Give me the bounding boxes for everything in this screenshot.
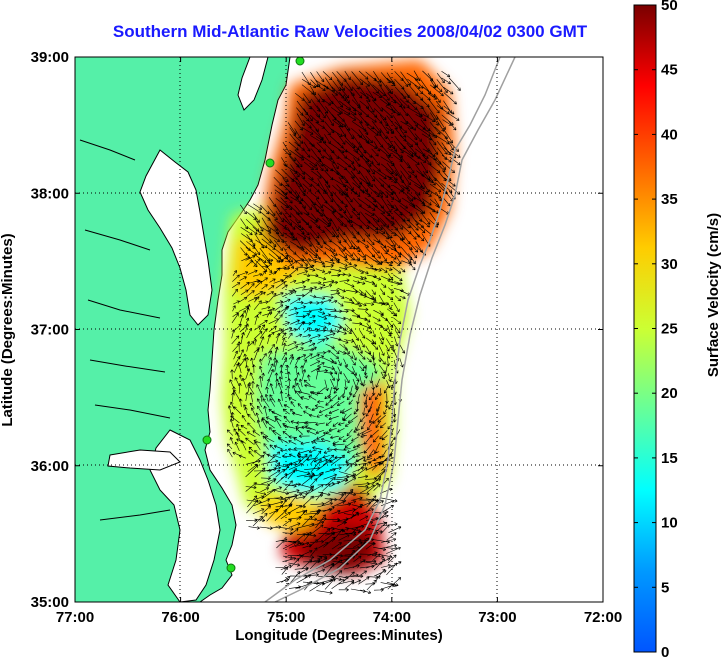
colorbar-tick-label: 5 <box>661 579 669 596</box>
colorbar-tick-label: 25 <box>661 321 678 338</box>
colorbar-tick-label: 40 <box>661 126 678 143</box>
x-axis-label: Longitude (Degrees:Minutes) <box>235 627 443 644</box>
grid-lines <box>75 57 603 602</box>
colorbar-tick-label: 50 <box>661 0 678 14</box>
colorbar-label: Surface Velocity (cm/s) <box>705 213 722 377</box>
x-tick-label: 77:00 <box>56 609 94 626</box>
pamlico-sound <box>149 429 221 602</box>
colorbar-tick-label: 10 <box>661 515 678 532</box>
colorbar-ticks: 0 5 10 15 20 25 30 35 40 45 50 <box>634 0 678 659</box>
x-tick-label: 73:00 <box>478 609 516 626</box>
delaware-bay <box>237 57 269 111</box>
radar-station-marker <box>295 57 305 66</box>
colorbar-tick-label: 45 <box>661 62 678 79</box>
colorbar-tick-label: 30 <box>661 256 678 273</box>
map-title: Southern Mid-Atlantic Raw Velocities 200… <box>112 22 588 41</box>
radar-station-marker <box>265 158 275 168</box>
y-tick-label: 39:00 <box>31 49 69 66</box>
velocity-arrow-set <box>226 70 461 595</box>
y-tick-label: 35:00 <box>31 594 69 611</box>
albemarle-sound <box>107 449 181 471</box>
y-tick-label: 38:00 <box>31 185 69 202</box>
colorbar-tick-label: 15 <box>661 450 678 467</box>
bathymetry-contour <box>274 57 516 602</box>
y-tick-label: 36:00 <box>31 458 69 475</box>
velocity-vectors <box>226 70 461 595</box>
x-tick-label: 76:00 <box>161 609 199 626</box>
radar-station-marker <box>202 435 212 445</box>
x-tick-label: 74:00 <box>373 609 411 626</box>
bathymetry-contour <box>264 57 501 602</box>
river-inlets <box>79 139 171 521</box>
y-axis-ticks: 39:00 38:00 37:00 36:00 35:00 <box>31 49 603 611</box>
x-axis-ticks: 77:00 76:00 75:00 74:00 73:00 72:00 <box>56 57 622 626</box>
radar-station-marker <box>226 563 236 573</box>
colorbar-tick-label: 0 <box>661 644 669 659</box>
colorbar-tick-label: 20 <box>661 385 678 402</box>
colorbar-tick-label: 35 <box>661 191 678 208</box>
x-tick-label: 72:00 <box>584 609 622 626</box>
y-axis-label: Latitude (Degrees:Minutes) <box>0 233 16 426</box>
y-tick-label: 37:00 <box>31 322 69 339</box>
x-tick-label: 75:00 <box>267 609 305 626</box>
chesapeake-bay <box>139 149 213 326</box>
